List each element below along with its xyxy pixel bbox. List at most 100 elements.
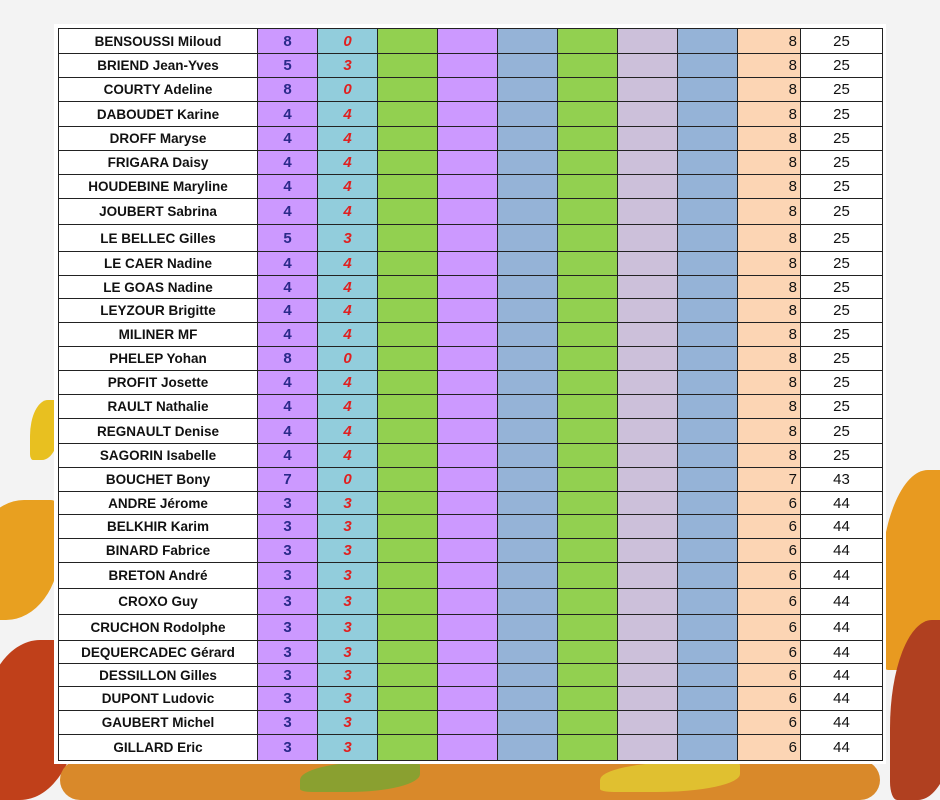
- name-cell: JOUBERT Sabrina: [58, 198, 258, 225]
- green-cell: [377, 101, 438, 127]
- green-cell: [557, 640, 618, 664]
- green-cell: [557, 53, 618, 78]
- purple-cell: [437, 150, 498, 175]
- total-cell: 8: [737, 77, 801, 102]
- blue-cell: [677, 491, 738, 515]
- score-b-cell: 4: [317, 150, 378, 175]
- score-a-cell: 4: [257, 298, 318, 323]
- lavender-cell: [617, 514, 678, 539]
- name-cell: MILINER MF: [58, 322, 258, 347]
- green-cell: [377, 443, 438, 468]
- name-cell: DESSILLON Gilles: [58, 663, 258, 687]
- name-cell: BENSOUSSI Miloud: [58, 28, 258, 54]
- score-b-cell: 4: [317, 101, 378, 127]
- name-cell: REGNAULT Denise: [58, 418, 258, 444]
- score-a-cell: 3: [257, 663, 318, 687]
- total-cell: 8: [737, 53, 801, 78]
- rank-cell: 25: [800, 126, 883, 151]
- rank-cell: 25: [800, 298, 883, 323]
- table-row: BRETON André 3 3 6 44: [58, 562, 883, 589]
- blue-cell: [497, 126, 558, 151]
- score-a-cell: 3: [257, 588, 318, 615]
- score-b-cell: 3: [317, 53, 378, 78]
- purple-cell: [437, 346, 498, 371]
- rank-cell: 25: [800, 275, 883, 299]
- name-cell: BRETON André: [58, 562, 258, 589]
- total-cell: 7: [737, 467, 801, 492]
- purple-cell: [437, 467, 498, 492]
- purple-cell: [437, 538, 498, 563]
- purple-cell: [437, 663, 498, 687]
- blue-cell: [497, 640, 558, 664]
- score-a-cell: 4: [257, 101, 318, 127]
- blue-cell: [497, 663, 558, 687]
- green-cell: [377, 251, 438, 276]
- score-a-cell: 4: [257, 322, 318, 347]
- total-cell: 8: [737, 370, 801, 395]
- name-cell: PHELEP Yohan: [58, 346, 258, 371]
- lavender-cell: [617, 322, 678, 347]
- lavender-cell: [617, 562, 678, 589]
- lavender-cell: [617, 663, 678, 687]
- green-cell: [377, 710, 438, 735]
- total-cell: 8: [737, 443, 801, 468]
- total-cell: 8: [737, 251, 801, 276]
- rank-cell: 25: [800, 322, 883, 347]
- score-b-cell: 4: [317, 275, 378, 299]
- blue-cell: [677, 275, 738, 299]
- blue-cell: [677, 251, 738, 276]
- score-a-cell: 8: [257, 28, 318, 54]
- total-cell: 6: [737, 640, 801, 664]
- green-cell: [377, 275, 438, 299]
- total-cell: 8: [737, 126, 801, 151]
- score-b-cell: 4: [317, 198, 378, 225]
- lavender-cell: [617, 370, 678, 395]
- total-cell: 8: [737, 298, 801, 323]
- rank-cell: 44: [800, 562, 883, 589]
- score-a-cell: 3: [257, 562, 318, 589]
- blue-cell: [677, 394, 738, 419]
- name-cell: ANDRE Jérome: [58, 491, 258, 515]
- green-cell: [557, 275, 618, 299]
- blue-cell: [677, 614, 738, 641]
- blue-cell: [497, 370, 558, 395]
- score-a-cell: 4: [257, 370, 318, 395]
- name-cell: BINARD Fabrice: [58, 538, 258, 563]
- table-row: ANDRE Jérome 3 3 6 44: [58, 491, 883, 515]
- blue-cell: [677, 562, 738, 589]
- purple-cell: [437, 514, 498, 539]
- blue-cell: [497, 322, 558, 347]
- blue-cell: [677, 346, 738, 371]
- purple-cell: [437, 614, 498, 641]
- score-b-cell: 0: [317, 346, 378, 371]
- score-a-cell: 4: [257, 275, 318, 299]
- green-cell: [557, 418, 618, 444]
- rank-cell: 25: [800, 101, 883, 127]
- purple-cell: [437, 322, 498, 347]
- lavender-cell: [617, 150, 678, 175]
- blue-cell: [497, 710, 558, 735]
- name-cell: LE CAER Nadine: [58, 251, 258, 276]
- green-cell: [557, 734, 618, 761]
- rank-cell: 43: [800, 467, 883, 492]
- green-cell: [377, 734, 438, 761]
- total-cell: 8: [737, 28, 801, 54]
- blue-cell: [677, 588, 738, 615]
- table-row: REGNAULT Denise 4 4 8 25: [58, 418, 883, 444]
- green-cell: [557, 198, 618, 225]
- purple-cell: [437, 443, 498, 468]
- blue-cell: [677, 224, 738, 252]
- table-row: BRIEND Jean-Yves 5 3 8 25: [58, 53, 883, 78]
- total-cell: 6: [737, 588, 801, 615]
- score-a-cell: 7: [257, 467, 318, 492]
- purple-cell: [437, 640, 498, 664]
- blue-cell: [497, 275, 558, 299]
- score-b-cell: 3: [317, 538, 378, 563]
- blue-cell: [497, 298, 558, 323]
- green-cell: [377, 150, 438, 175]
- name-cell: GILLARD Eric: [58, 734, 258, 761]
- blue-cell: [677, 686, 738, 711]
- table-row: DUPONT Ludovic 3 3 6 44: [58, 686, 883, 711]
- lavender-cell: [617, 394, 678, 419]
- name-cell: LE GOAS Nadine: [58, 275, 258, 299]
